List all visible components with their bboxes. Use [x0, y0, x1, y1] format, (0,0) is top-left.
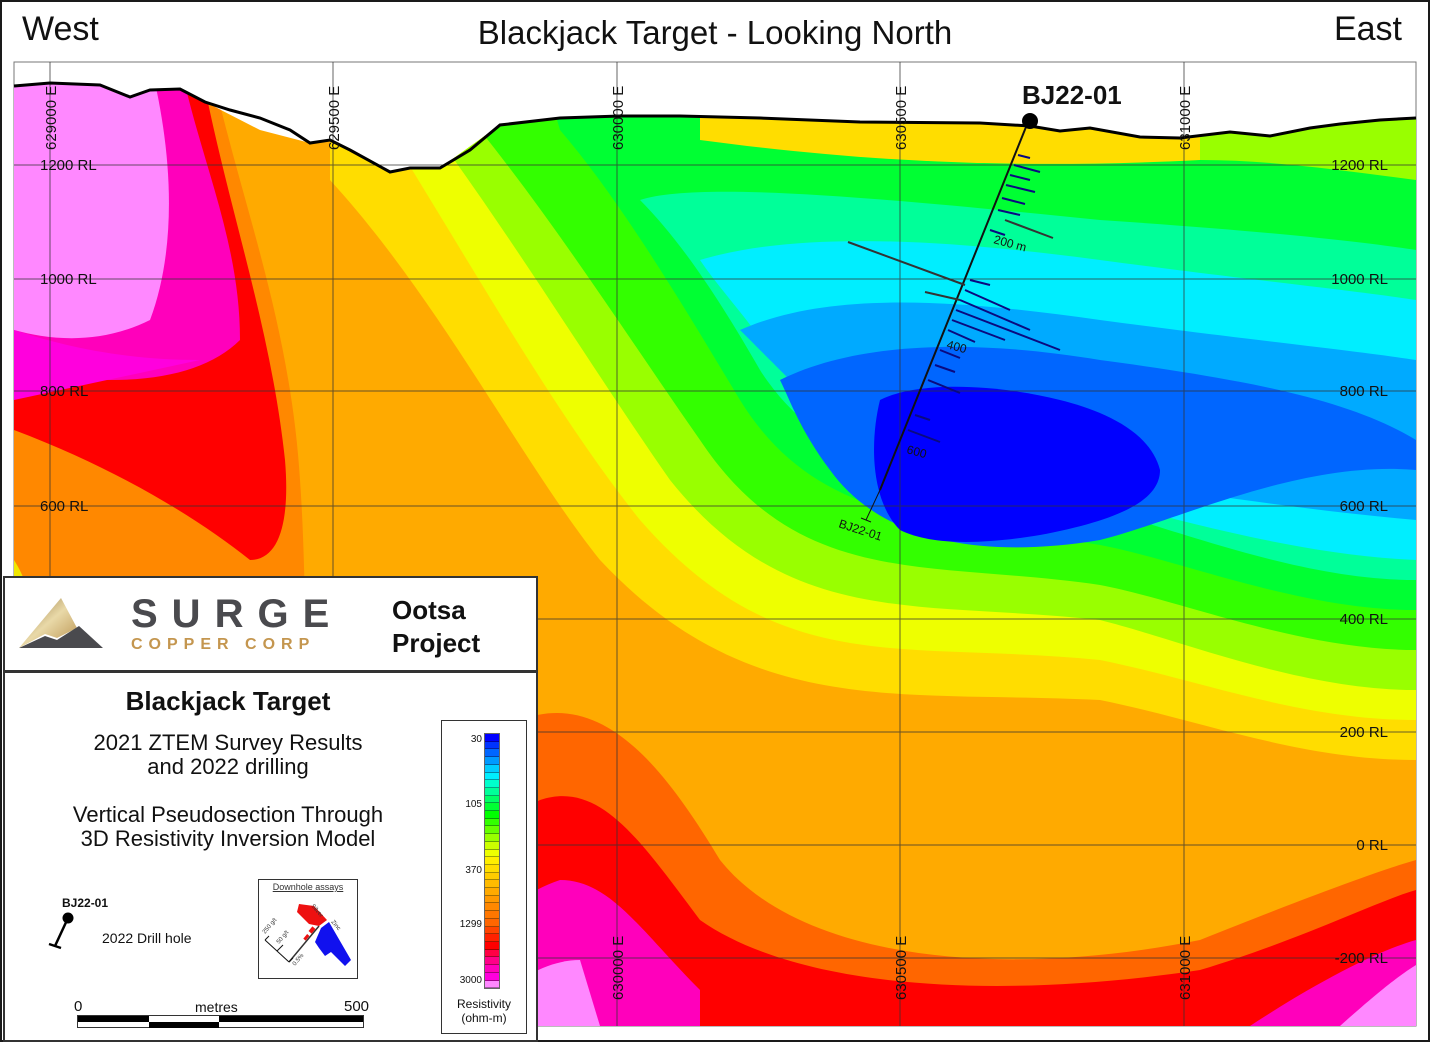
colorbar-swatch: [485, 880, 499, 889]
svg-text:629000 E: 629000 E: [43, 86, 60, 150]
svg-text:800 RL: 800 RL: [40, 383, 88, 400]
colorbar-swatch: [485, 864, 499, 873]
svg-text:630000 E: 630000 E: [610, 86, 627, 150]
east-label: East: [1333, 10, 1402, 48]
colorbar-swatch: [485, 857, 499, 865]
resistivity-contours: [14, 83, 1416, 1026]
scale-end: 500: [344, 998, 370, 1015]
svg-text:250 g/t: 250 g/t: [262, 917, 279, 935]
scale-start: 0: [74, 998, 83, 1015]
drill-symbol-label: BJ22-01: [62, 896, 109, 910]
legend-panel: SURGE COPPER CORP Ootsa Project Blackjac…: [3, 576, 538, 1042]
easting-labels-top: 629000 E 629500 E 630000 E 630500 E 6310…: [43, 86, 1194, 150]
colorbar-swatch: [485, 795, 499, 804]
colorbar-swatch: [485, 826, 499, 835]
west-label: West: [22, 10, 99, 48]
svg-text:631000 E: 631000 E: [1177, 86, 1194, 150]
colorbar-swatch: [485, 911, 499, 919]
svg-text:1200 RL: 1200 RL: [40, 157, 97, 174]
colorbar-title: Resistivity (ohm-m): [456, 997, 511, 1025]
svg-text:631000 E: 631000 E: [1177, 936, 1194, 1000]
downhole-assay-diagram-icon: 250 g/t 50 g/t 0.5% Silver Zinc: [262, 903, 351, 967]
elevation-labels-left: 1200 RL 1000 RL 800 RL 600 RL: [40, 157, 97, 515]
svg-text:50 g/t: 50 g/t: [276, 930, 290, 946]
project-name: Ootsa Project: [392, 595, 481, 658]
colorbar-swatch: [485, 741, 499, 750]
colorbar-swatch: [485, 872, 499, 881]
drill-hole-symbol-icon: [48, 912, 74, 950]
colorbar-swatch: [485, 895, 499, 904]
grid-lines: [14, 62, 1416, 1026]
colorbar-swatch: [485, 787, 499, 796]
colorbar-swatch: [485, 803, 499, 812]
colorbar-swatch: [485, 811, 499, 819]
svg-text:Zinc: Zinc: [329, 919, 341, 932]
colorbar-swatch: [485, 780, 499, 788]
company-subtitle: COPPER CORP: [131, 636, 316, 653]
svg-text:800 RL: 800 RL: [1340, 383, 1388, 400]
downhole-assays-legend: Downhole assays 250 g/t 50 g/t 0.5% Silv…: [258, 879, 358, 979]
colorbar-swatch: [485, 965, 499, 973]
colorbar-swatch: [485, 934, 499, 942]
colorbar-strip: [484, 733, 500, 989]
colorbar-swatch: [485, 764, 499, 773]
colorbar-swatch: [485, 888, 499, 896]
colorbar-swatch: [485, 903, 499, 912]
scale-unit: metres: [195, 999, 238, 1015]
drill-collar-icon: [1022, 113, 1038, 129]
drill-symbol-description: 2022 Drill hole: [102, 930, 192, 946]
colorbar-swatch: [485, 818, 499, 827]
elevation-labels-right: 1200 RL 1000 RL 800 RL 600 RL 400 RL 200…: [1331, 157, 1388, 967]
svg-text:0 RL: 0 RL: [1356, 837, 1388, 854]
zinc-assay-bars: [907, 154, 1061, 443]
svg-text:600: 600: [905, 442, 928, 461]
svg-text:1000 RL: 1000 RL: [40, 271, 97, 288]
svg-text:630500 E: 630500 E: [893, 936, 910, 1000]
easting-labels-bottom: 630000 E 630500 E 631000 E: [610, 936, 1194, 1000]
topography-line: [13, 81, 1417, 174]
colorbar-swatch: [485, 734, 499, 742]
svg-text:1200 RL: 1200 RL: [1331, 157, 1388, 174]
svg-text:630000 E: 630000 E: [610, 936, 627, 1000]
colorbar-swatch: [485, 834, 499, 842]
svg-text:0.5%: 0.5%: [292, 952, 306, 967]
scale-bar: [77, 1015, 364, 1028]
colorbar-swatch: [485, 757, 499, 765]
svg-text:600 RL: 600 RL: [1340, 498, 1388, 515]
svg-text:400: 400: [945, 337, 968, 356]
legend-description: Vertical Pseudosection Through 3D Resist…: [72, 802, 384, 851]
colorbar-swatch: [485, 980, 499, 989]
logo-header: SURGE COPPER CORP Ootsa Project: [5, 578, 536, 673]
colorbar-swatch: [485, 841, 499, 850]
colorbar-swatch: [485, 849, 499, 858]
colorbar-swatch: [485, 926, 499, 935]
svg-text:-200 RL: -200 RL: [1335, 950, 1388, 967]
svg-text:1000 RL: 1000 RL: [1331, 271, 1388, 288]
svg-text:400 RL: 400 RL: [1340, 611, 1388, 628]
legend-target-title: Blackjack Target: [125, 686, 331, 716]
silver-assay-bars: [847, 219, 1054, 301]
legend-subtitle: 2021 ZTEM Survey Results and 2022 drilli…: [93, 730, 363, 779]
svg-text:600 RL: 600 RL: [40, 498, 88, 515]
colorbar-swatch: [485, 941, 499, 950]
svg-text:200 RL: 200 RL: [1340, 724, 1388, 741]
colorbar-swatch: [485, 949, 499, 958]
svg-text:630500 E: 630500 E: [893, 86, 910, 150]
colorbar-swatch: [485, 918, 499, 927]
company-name: SURGE: [131, 592, 344, 636]
resistivity-colorbar: 30 105 370 1299 3000 Resistivity (ohm-m): [441, 720, 527, 1034]
colorbar-swatch: [485, 957, 499, 966]
svg-text:629500 E: 629500 E: [326, 86, 343, 150]
colorbar-swatch: [485, 772, 499, 781]
colorbar-swatch: [485, 972, 499, 981]
map-title: Blackjack Target - Looking North: [477, 14, 953, 51]
drillhole-collar-label: BJ22-01: [1022, 80, 1122, 110]
colorbar-swatch: [485, 749, 499, 758]
surge-mountain-logo-icon: [19, 598, 103, 648]
